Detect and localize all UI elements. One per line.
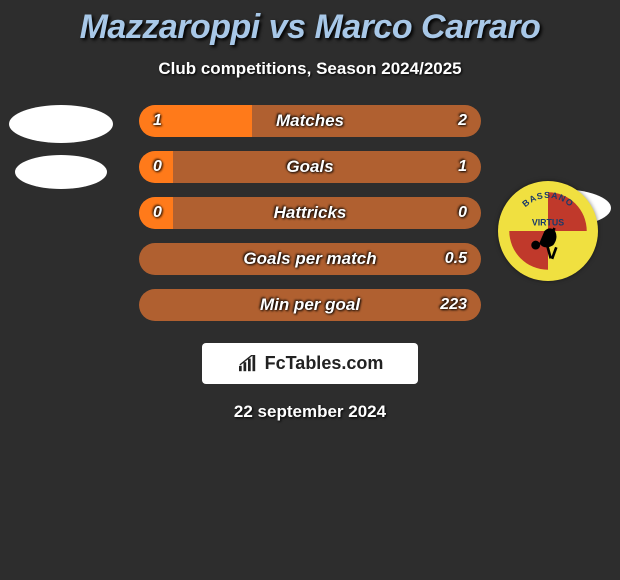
stat-label: Goals — [286, 157, 333, 177]
stats-block: BASSANO VIRTUS 1 Matches 2 — [0, 105, 620, 422]
club-badge-icon: BASSANO VIRTUS — [504, 187, 592, 275]
stat-label: Min per goal — [260, 295, 360, 315]
branding-text: FcTables.com — [265, 353, 384, 374]
stat-value-left: 1 — [153, 112, 162, 130]
avatar-placeholder — [15, 155, 107, 189]
stat-value-right: 0.5 — [445, 250, 467, 268]
bar-chart-icon — [237, 355, 259, 373]
stat-value-left: 0 — [153, 158, 162, 176]
stat-row: 1 Matches 2 — [139, 105, 481, 137]
branding-badge[interactable]: FcTables.com — [202, 343, 418, 384]
stat-row: Goals per match 0.5 — [139, 243, 481, 275]
subtitle: Club competitions, Season 2024/2025 — [0, 59, 620, 79]
stat-label: Goals per match — [243, 249, 376, 269]
stat-value-right: 0 — [458, 204, 467, 222]
club-badge: BASSANO VIRTUS — [498, 181, 598, 281]
stat-value-right: 223 — [440, 296, 467, 314]
comparison-card: Mazzaroppi vs Marco Carraro Club competi… — [0, 0, 620, 422]
stat-value-right: 2 — [458, 112, 467, 130]
stat-row: 0 Goals 1 — [139, 151, 481, 183]
date-label: 22 september 2024 — [0, 402, 620, 422]
stat-row: Min per goal 223 — [139, 289, 481, 321]
player-left-avatars — [6, 105, 116, 189]
stat-row: 0 Hattricks 0 — [139, 197, 481, 229]
stat-bars: 1 Matches 2 0 Goals 1 0 Hattricks 0 Goal… — [139, 105, 481, 321]
svg-text:VIRTUS: VIRTUS — [532, 218, 564, 228]
stat-label: Hattricks — [274, 203, 347, 223]
avatar-placeholder — [9, 105, 113, 143]
stat-value-right: 1 — [458, 158, 467, 176]
page-title: Mazzaroppi vs Marco Carraro — [0, 8, 620, 47]
stat-label: Matches — [276, 111, 344, 131]
stat-value-left: 0 — [153, 204, 162, 222]
